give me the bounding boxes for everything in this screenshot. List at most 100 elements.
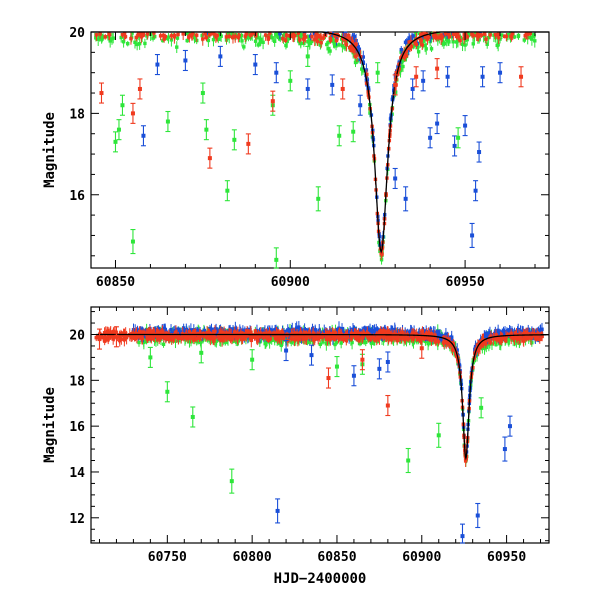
bottom-green-point xyxy=(359,339,364,344)
bottom-red-point xyxy=(321,335,325,339)
top-red-point xyxy=(417,36,422,40)
top-red-point xyxy=(321,36,325,40)
top-blue-point xyxy=(429,35,433,40)
bottom-blue-point xyxy=(473,345,478,349)
top-red-point xyxy=(266,35,271,40)
bottom-green-point xyxy=(364,340,368,345)
bottom-blue-point xyxy=(248,327,252,332)
top-red-point xyxy=(528,31,532,36)
bottom-blue-point xyxy=(340,329,344,334)
bottom-red-point xyxy=(187,330,191,334)
bottom-green-point xyxy=(480,346,485,351)
top-green-point xyxy=(467,32,472,37)
bottom-green-point xyxy=(334,341,338,345)
top-blue-outlier-point xyxy=(218,54,223,59)
top-green-point xyxy=(477,38,481,42)
top-red-point xyxy=(349,44,354,49)
top-red-point xyxy=(447,34,452,39)
bottom-red-point xyxy=(523,334,527,339)
top-blue-point xyxy=(361,61,366,65)
top-red-point xyxy=(447,32,451,37)
top-blue-point xyxy=(361,55,366,59)
top-red-point xyxy=(344,42,349,47)
bottom-red-point xyxy=(182,335,186,339)
top-green-point xyxy=(421,40,425,44)
top-green-point xyxy=(451,40,455,44)
top-green-point xyxy=(360,67,364,71)
bottom-red-cloud xyxy=(94,325,544,467)
top-red-point xyxy=(399,56,403,60)
top-green-outlier-point xyxy=(113,139,118,144)
bottom-blue-point xyxy=(368,329,373,333)
bottom-blue-point xyxy=(450,335,454,339)
top-green-point xyxy=(485,42,489,46)
top-blue-outlier-point xyxy=(253,62,258,67)
top-blue-outlier-point xyxy=(452,143,457,148)
top-green-point xyxy=(242,45,246,49)
top-blue-outlier-point xyxy=(358,103,363,108)
top-green-point xyxy=(368,111,372,115)
top-green-point xyxy=(446,37,450,41)
top-red-point xyxy=(456,35,461,39)
top-green-point xyxy=(306,39,310,44)
top-red-point xyxy=(352,49,356,54)
top-green-point xyxy=(239,33,244,38)
top-green-point xyxy=(108,39,112,43)
top-green-outlier-point xyxy=(274,257,279,262)
top-red-point xyxy=(316,34,320,38)
bottom-blue-point xyxy=(169,327,173,332)
top-green-point xyxy=(460,42,465,46)
top-y-axis-label: Magnitude xyxy=(42,112,58,188)
top-red-point xyxy=(139,35,144,39)
top-blue-outlier-point xyxy=(183,58,188,63)
top-red-point xyxy=(496,32,501,36)
top-red-outlier-point xyxy=(414,74,419,79)
top-red-point xyxy=(163,34,168,39)
top-red-point xyxy=(162,37,166,41)
top-green-point xyxy=(486,35,491,40)
top-green-point xyxy=(256,43,260,47)
top-red-point xyxy=(348,36,352,40)
bottom-red-point xyxy=(504,335,508,339)
top-red-point xyxy=(340,36,345,41)
top-red-point xyxy=(208,32,212,37)
bottom-green-point xyxy=(429,341,433,345)
top-green-point xyxy=(533,39,537,43)
top-red-outlier-point xyxy=(137,86,142,91)
bottom-red-point xyxy=(356,331,361,335)
bottom-red-point xyxy=(366,335,370,340)
top-green-point xyxy=(217,32,222,37)
bottom-green-point xyxy=(484,345,489,350)
bottom-red-point xyxy=(320,333,325,338)
bottom-green-point xyxy=(369,340,373,345)
top-green-point xyxy=(532,33,536,38)
bottom-blue-point xyxy=(286,328,290,332)
top-red-point xyxy=(283,38,288,42)
top-green-point xyxy=(454,40,459,44)
top-blue-outlier-point xyxy=(410,86,415,91)
bottom-red-point xyxy=(504,339,508,343)
bottom-blue-point xyxy=(273,329,277,333)
top-red-point xyxy=(281,36,285,41)
top-x-tick-label: 60850 xyxy=(96,275,135,290)
bottom-green-point xyxy=(321,340,325,344)
top-red-point xyxy=(479,33,484,37)
bottom-green-point xyxy=(272,338,277,342)
bottom-blue-point xyxy=(172,331,176,335)
top-red-point xyxy=(424,35,428,39)
bottom-red-point xyxy=(491,337,496,341)
top-blue-outlier-point xyxy=(330,82,335,87)
top-green-point xyxy=(463,38,467,43)
top-green-point xyxy=(423,43,427,48)
bottom-blue-point xyxy=(181,328,186,332)
top-y-tick-label: 16 xyxy=(69,189,85,204)
top-green-point xyxy=(447,40,451,44)
top-red-point xyxy=(141,31,146,35)
top-green-point xyxy=(298,35,302,40)
bottom-green-point xyxy=(173,339,178,343)
top-green-point xyxy=(185,31,190,36)
top-red-point xyxy=(419,38,423,43)
bottom-blue-point xyxy=(501,328,506,332)
top-red-point xyxy=(134,35,139,40)
top-red-point xyxy=(404,49,409,54)
